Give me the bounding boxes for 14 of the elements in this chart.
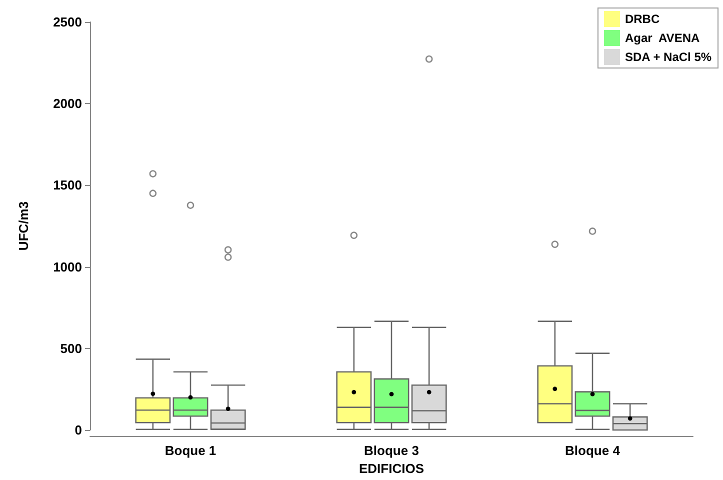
y-axis-title: UFC/m3 [16, 201, 31, 251]
x-tick-label: Bloque 4 [565, 443, 621, 458]
legend-label: DRBC [624, 12, 660, 26]
y-tick-label: 1000 [53, 259, 82, 274]
y-tick-label: 2000 [53, 96, 82, 112]
x-tick-label: Boque 1 [164, 443, 216, 458]
x-axis-title: EDIFICIOS [358, 460, 424, 476]
y-tick-label: 1500 [53, 178, 82, 193]
y-tick-label: 0 [74, 422, 82, 438]
y-tick-label: 500 [60, 340, 82, 356]
y-tick-label: 2500 [53, 14, 82, 30]
legend-label: Agar AVENA [624, 31, 700, 45]
legend-label: SDA + NaCl 5% [624, 50, 712, 64]
x-tick-label: Bloque 3 [364, 443, 419, 458]
